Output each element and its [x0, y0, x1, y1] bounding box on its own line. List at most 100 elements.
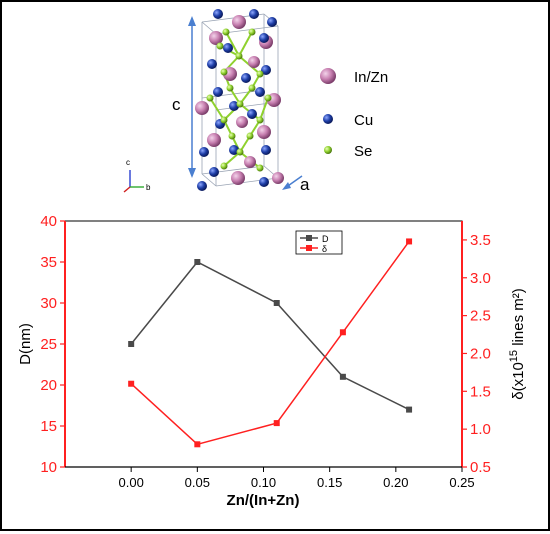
cu-atom	[213, 9, 223, 19]
chart-series	[128, 238, 413, 448]
legend-d-marker	[306, 235, 312, 241]
data-point-d	[194, 259, 201, 265]
se-bond	[238, 31, 253, 57]
left-axis-ticks: 10 15 20 25 30 35 40	[40, 213, 65, 476]
cu-atom	[229, 101, 239, 111]
c-axis-label: c	[172, 95, 181, 114]
data-point-delta	[406, 238, 413, 245]
a-axis-label: a	[300, 175, 310, 194]
right-tick-label: 3.5	[470, 232, 491, 249]
c-axis-arrowhead-top	[188, 16, 196, 26]
se-atom	[226, 84, 234, 92]
left-tick-label: 40	[40, 213, 57, 230]
se-atom	[236, 148, 244, 156]
data-point-d	[273, 300, 280, 306]
right-axis-ticks: 0.5 1.0 1.5 2.0 2.5 3.0 3.5	[462, 232, 491, 476]
cu-atom	[223, 43, 233, 53]
unit-cell-edge	[215, 101, 279, 111]
right-axis-title-exponent: 15	[508, 350, 520, 362]
se-atom	[206, 94, 214, 102]
se-atom	[248, 84, 256, 92]
cu-atom	[255, 87, 265, 97]
orientation-triad: c b	[123, 158, 151, 193]
cu-atom	[209, 167, 219, 177]
se-atom	[220, 162, 228, 170]
x-tick-label: 0.00	[119, 475, 144, 490]
x-tick-label: 0.10	[251, 475, 276, 490]
triad-b-label: b	[146, 183, 151, 192]
cu-atom	[197, 181, 207, 191]
in-zn-atom	[207, 133, 221, 147]
species-legend: In/Zn Cu Se	[320, 68, 388, 160]
se-bond	[259, 97, 269, 121]
se-atom	[222, 28, 230, 36]
se-legend-label: Se	[354, 143, 372, 160]
cu-atom	[259, 33, 269, 43]
right-tick-label: 2.0	[470, 345, 491, 362]
se-atom	[264, 94, 272, 102]
cu-atom	[241, 73, 251, 83]
cu-atom	[261, 145, 271, 155]
se-atom	[256, 164, 264, 172]
x-axis-title: Zn/(In+Zn)	[227, 492, 300, 509]
se-atom	[235, 52, 243, 60]
legend-delta-label: δ	[322, 244, 327, 254]
left-tick-label: 35	[40, 254, 57, 271]
cu-atom	[267, 17, 277, 27]
cu-atom	[261, 65, 271, 75]
plot-area	[64, 220, 463, 468]
in-zn-atom	[236, 116, 248, 128]
se-atom	[228, 132, 236, 140]
right-tick-label: 0.5	[470, 459, 491, 476]
chart-legend: D δ	[295, 230, 343, 255]
in-zn-legend-sphere	[320, 68, 336, 84]
cu-atom	[247, 109, 257, 119]
x-tick-label: 0.05	[185, 475, 210, 490]
right-tick-label: 1.5	[470, 383, 491, 400]
in-zn-atom	[244, 156, 256, 168]
se-atom	[246, 132, 254, 140]
left-tick-label: 30	[40, 295, 57, 312]
data-point-d	[406, 406, 413, 413]
legend-box	[295, 230, 343, 255]
x-tick-label: 0.15	[317, 475, 342, 490]
left-tick-label: 15	[40, 418, 57, 435]
se-legend-sphere	[324, 146, 332, 154]
se-atom	[236, 100, 244, 108]
x-axis-ticks: 0.00 0.05 0.10 0.15 0.20 0.25	[119, 467, 475, 490]
cu-atom	[249, 9, 259, 19]
data-point-delta	[194, 441, 201, 448]
in-zn-atom	[232, 15, 246, 29]
se-atom	[220, 116, 228, 124]
cu-atom	[213, 87, 223, 97]
right-axis-title-suffix: lines m²)	[510, 288, 527, 350]
triad-c-label: c	[126, 158, 130, 167]
unit-cell-edge	[201, 173, 217, 187]
right-tick-label: 1.0	[470, 421, 491, 438]
legend-delta-marker	[306, 245, 312, 251]
right-axis-title-prefix: δ(x10	[510, 362, 527, 400]
right-axis-title: δ(x1015 lines m²)	[508, 288, 527, 399]
x-tick-label: 0.25	[449, 475, 474, 490]
series-line-d	[130, 261, 410, 411]
cu-atom	[229, 145, 239, 155]
crystal-atoms	[195, 9, 284, 191]
se-atom	[220, 68, 228, 76]
data-point-d	[339, 373, 346, 380]
left-tick-label: 25	[40, 336, 57, 353]
cu-atom	[199, 147, 209, 157]
se-atom	[256, 70, 264, 78]
data-point-delta	[128, 380, 135, 387]
crystal-bonds	[209, 31, 269, 169]
cu-legend-sphere	[323, 114, 333, 124]
se-bond	[225, 31, 240, 57]
figure-canvas: c a c b In/Zn Cu Se 0.00 0.05 0.10 0.15 0.20…	[17, 9, 527, 509]
c-axis-arrowhead-bottom	[188, 168, 196, 178]
legend-d-label: D	[322, 234, 329, 244]
data-point-delta	[339, 329, 346, 336]
in-zn-atom	[257, 125, 271, 139]
right-tick-label: 2.5	[470, 308, 491, 325]
data-point-delta	[273, 420, 280, 427]
cu-atom	[259, 177, 269, 187]
